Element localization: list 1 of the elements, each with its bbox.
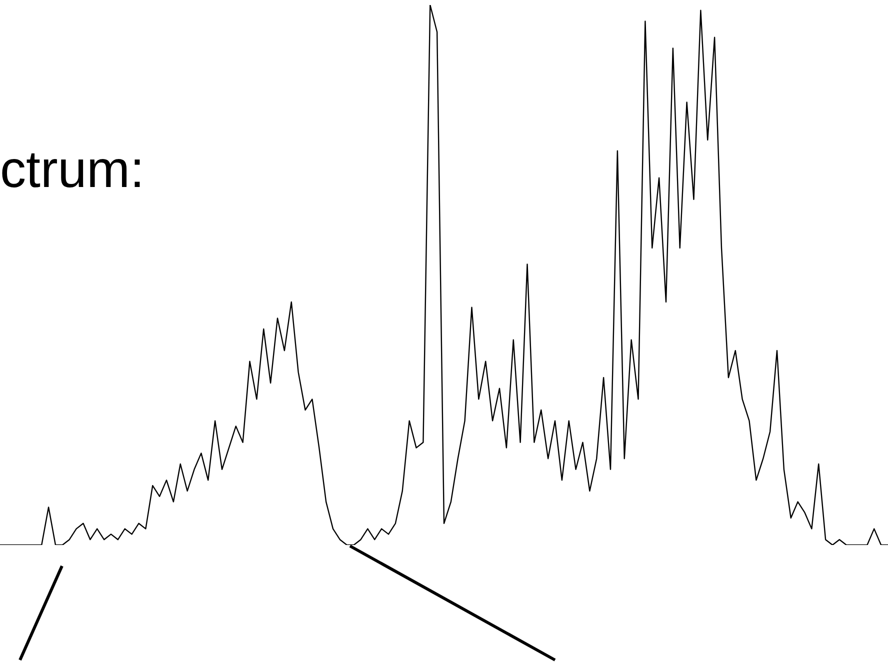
text: ctrum: <box>0 140 144 200</box>
